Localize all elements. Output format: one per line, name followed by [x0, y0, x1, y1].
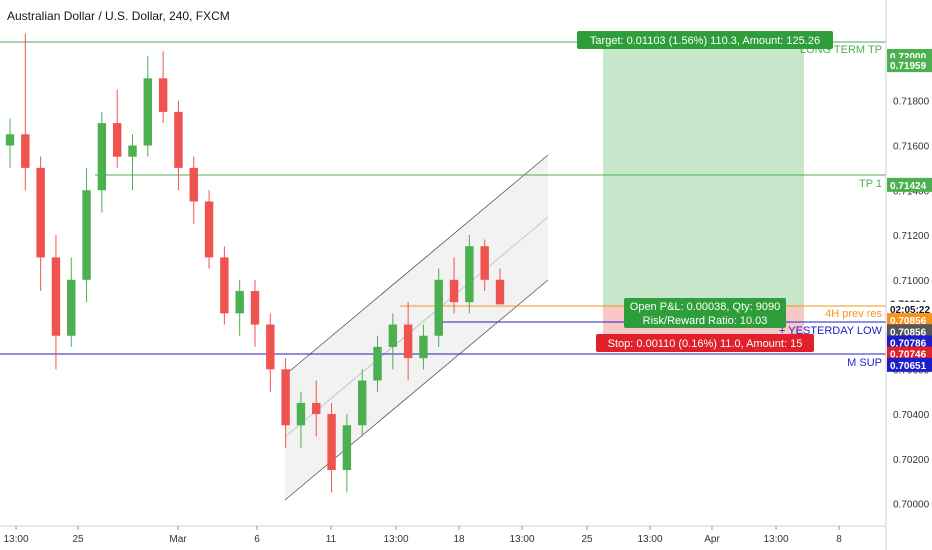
candle-body: [97, 123, 107, 191]
prev-res-label: 4H prev res: [825, 308, 882, 320]
price-tag: [887, 177, 932, 192]
price-tag: [887, 335, 932, 350]
risk-reward-text: Risk/Reward Ratio: 10.03: [643, 315, 768, 327]
price-tag: [887, 357, 932, 372]
profit-zone: [603, 42, 804, 306]
x-tick-label: 13:00: [3, 534, 28, 545]
price-tag-label: 0.71424: [890, 181, 927, 192]
price-tag: [887, 301, 932, 316]
x-tick-label: Mar: [169, 534, 187, 545]
candle-body: [158, 78, 168, 112]
candle-body: [419, 335, 428, 359]
candle-body: [373, 346, 382, 381]
chart-title: Australian Dollar / U.S. Dollar, 240, FX…: [7, 9, 230, 23]
x-tick-label: 13:00: [637, 534, 662, 545]
candle-body: [388, 324, 398, 347]
price-tag: [887, 324, 932, 339]
pnl-box[interactable]: [624, 298, 786, 328]
target-text: Target: 0.01103 (1.56%) 110.3, Amount: 1…: [590, 35, 820, 47]
x-tick-label: 13:00: [763, 534, 788, 545]
channel-mid-line: [284, 216, 549, 438]
price-tag-label: 0.70856: [890, 327, 927, 338]
y-tick-label: 0.71800: [893, 97, 930, 108]
x-tick-label: 11: [326, 534, 337, 545]
x-tick-label: 13:00: [383, 534, 408, 545]
x-tick-label: 18: [453, 534, 465, 545]
candle-body: [5, 134, 15, 146]
y-tick-label: 0.70400: [893, 410, 930, 421]
target-box[interactable]: [577, 31, 833, 49]
candle-body: [403, 324, 413, 359]
tp1-label: TP 1: [859, 178, 882, 190]
candle-body: [495, 279, 505, 305]
price-tag-label: 0.71959: [890, 61, 927, 72]
candle-body: [342, 425, 352, 471]
y-tick-label: 0.70200: [893, 455, 930, 466]
candle-body: [220, 257, 229, 314]
candle-body: [36, 167, 45, 258]
candle-body: [67, 279, 76, 336]
candle-body: [235, 290, 244, 314]
candle-body: [189, 167, 198, 202]
x-tick-label: 25: [581, 534, 593, 545]
price-tag-label: 0.72000: [890, 52, 927, 63]
y-tick-label: 0.71200: [893, 231, 930, 242]
y-tick-label: 0.71600: [893, 141, 930, 152]
price-tag-label: 02:05:22: [890, 305, 930, 316]
price-tag: [887, 313, 932, 328]
candle-body: [174, 111, 183, 168]
candle-body: [296, 402, 306, 426]
candle-body: [327, 414, 336, 471]
candle-body: [250, 290, 260, 325]
candle-body: [21, 134, 30, 168]
channel-upper-line: [284, 154, 549, 376]
stop-text: Stop: 0.00110 (0.16%) 11.0, Amount: 15: [608, 338, 803, 350]
candles-group: [5, 33, 505, 493]
y-axis[interactable]: 0.700000.702000.704000.706000.708000.710…: [893, 52, 930, 511]
price-tag-label: 0.70651: [890, 361, 927, 372]
price-tag: [887, 58, 932, 73]
price-tag-label: 0.70786: [890, 338, 927, 349]
candle-body: [128, 145, 137, 157]
price-tag-label: 0.70746: [890, 350, 927, 361]
x-tick-label: 6: [254, 534, 260, 545]
x-tick-label: Apr: [704, 534, 720, 545]
candle-body: [143, 78, 153, 146]
candle-body: [51, 257, 61, 336]
candle-body: [112, 123, 122, 157]
stop-box[interactable]: [596, 334, 814, 352]
candle-body: [449, 279, 459, 303]
m-sup-label: M SUP: [847, 357, 882, 369]
price-tag: [887, 346, 932, 361]
price-tags: 0.720000.719590.714240.7089402:05:220.70…: [887, 48, 932, 372]
candle-body: [204, 201, 214, 258]
y-tick-label: 0.70000: [893, 500, 930, 511]
candle-body: [357, 380, 367, 426]
price-tag-label: 0.70856: [890, 316, 927, 327]
open-pnl-text: Open P&L: 0.00038, Qty: 9090: [630, 301, 780, 313]
x-tick-label: 8: [836, 534, 842, 545]
candle-body: [434, 279, 443, 336]
x-tick-label: 13:00: [509, 534, 534, 545]
candle-body: [312, 402, 321, 415]
candle-body: [82, 190, 91, 280]
x-tick-label: 25: [72, 534, 84, 545]
candle-body: [281, 369, 290, 426]
candle-body: [266, 324, 275, 370]
x-axis[interactable]: 13:00 25 Mar 6 11 13:00 18 13:00 25 13:00 Apr 13:00…: [3, 526, 842, 545]
candle-body: [480, 246, 489, 280]
y-tick-label: 0.71000: [893, 276, 930, 287]
candle-body: [465, 246, 474, 303]
